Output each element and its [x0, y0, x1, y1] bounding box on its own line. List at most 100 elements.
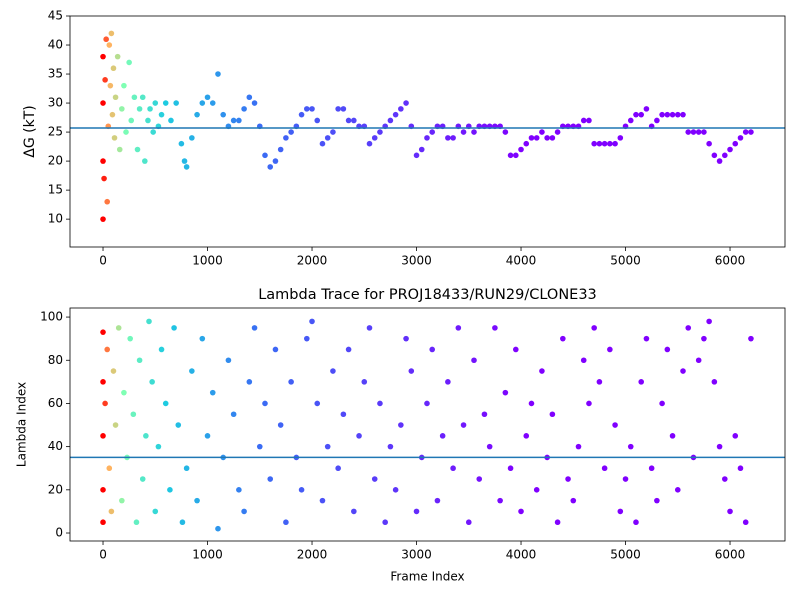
point [387, 443, 394, 450]
x-tick-label: 1000 [192, 254, 223, 268]
point [361, 379, 368, 385]
point [434, 497, 441, 504]
point [596, 140, 603, 147]
point [659, 111, 665, 118]
point [189, 135, 195, 141]
point [690, 129, 697, 135]
point [398, 106, 404, 112]
point [455, 325, 462, 331]
x-tick-label: 1000 [192, 548, 223, 562]
point [158, 111, 165, 118]
point [445, 135, 451, 141]
x-tick-label: 6000 [715, 254, 746, 268]
point [727, 508, 733, 515]
point [130, 411, 137, 418]
point [382, 519, 388, 526]
point [648, 465, 655, 472]
point [230, 117, 237, 124]
point [112, 94, 119, 101]
point [371, 476, 378, 482]
point [319, 497, 326, 504]
y-tick-label: 10 [48, 212, 63, 226]
point [256, 443, 263, 450]
point [100, 158, 106, 164]
y-tick-label: 80 [48, 353, 63, 367]
point [345, 117, 352, 124]
point [100, 216, 106, 222]
point [601, 140, 608, 147]
point [565, 476, 571, 482]
point [392, 487, 399, 493]
point [450, 465, 456, 472]
point [539, 129, 545, 135]
point [701, 129, 707, 135]
point [607, 140, 613, 147]
point [246, 379, 253, 385]
point [413, 152, 420, 159]
y-tick-label: 40 [48, 439, 63, 453]
point [366, 325, 373, 331]
point [241, 106, 247, 112]
y-tick-label: 20 [48, 154, 63, 168]
point [215, 71, 221, 77]
point [167, 487, 173, 493]
point [627, 443, 634, 450]
point [727, 146, 733, 153]
axes-frame [69, 15, 786, 248]
point [220, 111, 226, 118]
point [695, 129, 702, 135]
x-tick-label: 6000 [715, 548, 746, 562]
point [601, 465, 608, 472]
point [155, 443, 162, 450]
point [695, 357, 702, 364]
y-axis-label: ΔG (kT) [22, 105, 38, 157]
point [617, 508, 624, 515]
point [748, 129, 754, 135]
point [607, 346, 613, 353]
point [335, 106, 341, 112]
point [209, 389, 216, 396]
y-tick-label: 15 [48, 183, 63, 197]
point [100, 53, 106, 60]
point [149, 379, 155, 385]
point [109, 111, 116, 118]
point [518, 146, 524, 153]
point [131, 94, 138, 101]
point [168, 117, 174, 124]
point [183, 465, 190, 472]
point [267, 476, 274, 482]
point [283, 519, 289, 526]
point [251, 325, 258, 331]
point [351, 117, 357, 124]
point [194, 111, 200, 118]
y-tick-label: 60 [48, 396, 63, 410]
point [204, 94, 211, 101]
point [403, 335, 409, 342]
x-tick-label: 0 [99, 254, 107, 268]
point [471, 357, 477, 364]
point [591, 325, 597, 331]
point [580, 117, 587, 124]
x-axis-label: Frame Index [390, 570, 464, 584]
point [523, 433, 530, 439]
point [267, 164, 274, 170]
point [716, 158, 723, 164]
x-tick-label: 0 [99, 548, 107, 562]
point [732, 140, 739, 147]
point [100, 519, 106, 526]
point [554, 129, 561, 135]
point [674, 487, 681, 493]
point [445, 379, 451, 385]
point [127, 335, 133, 342]
point [283, 135, 289, 141]
point [685, 325, 692, 331]
point [106, 465, 113, 472]
point [236, 117, 242, 124]
point [309, 318, 315, 325]
point [643, 335, 650, 342]
y-tick-label: 20 [48, 482, 63, 496]
point [580, 357, 587, 364]
point [175, 422, 182, 428]
x-tick-label: 4000 [506, 548, 537, 562]
point [424, 400, 430, 407]
